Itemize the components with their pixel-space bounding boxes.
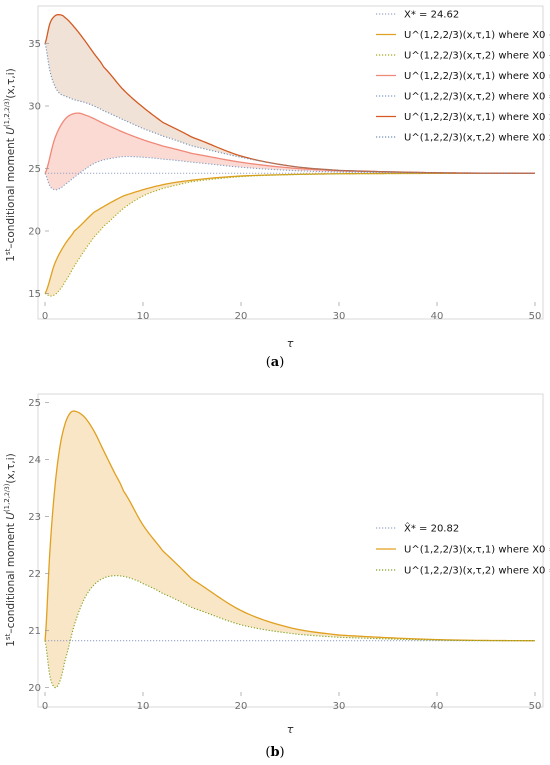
caption-b: (b) bbox=[265, 745, 284, 760]
b-y-tick-label-5: 25 bbox=[28, 398, 41, 409]
a-legend-label-1: U^(1,2,2/3)(x,τ,1) where X0 < X* bbox=[404, 30, 550, 41]
b-y-tick-label-0: 20 bbox=[28, 683, 41, 694]
a-band-fill-0 bbox=[45, 173, 535, 297]
b-x-tick-label-5: 50 bbox=[529, 701, 542, 712]
b-band-fill-0 bbox=[45, 411, 535, 688]
a-legend-label-3: U^(1,2,2/3)(x,τ,1) where X0 = X* bbox=[404, 71, 550, 82]
chart-panel-a: 0 10 20 30 40 50 15 20 25 30 35 X* = 24.62 U^(1,2,2… bbox=[3, 5, 550, 370]
a-y-tick-label-4: 35 bbox=[28, 39, 41, 50]
series-lines-b bbox=[44, 410, 536, 689]
b-y-tick-label-4: 24 bbox=[28, 455, 41, 466]
b-y-tick-label-3: 23 bbox=[28, 512, 41, 523]
axis-ticks-a: 0 10 20 30 40 50 15 20 25 30 35 bbox=[28, 39, 541, 322]
axis-ticks-b: 0 10 20 30 40 50 20 21 22 23 24 25 bbox=[28, 398, 541, 712]
a-legend-label-0: X* = 24.62 bbox=[404, 10, 459, 21]
series-lines-a bbox=[44, 14, 536, 297]
legend-b: X̂* = 20.82 U^(1,2,2/3)(x,τ,1) where X0 =… bbox=[376, 522, 550, 577]
a-x-tick-label-3: 30 bbox=[333, 311, 346, 322]
a-x-tick-label-1: 10 bbox=[137, 311, 150, 322]
a-x-tick-label-4: 40 bbox=[431, 311, 444, 322]
plot-frame-b bbox=[37, 393, 544, 708]
a-y-tick-label-1: 20 bbox=[28, 227, 41, 238]
a-x-tick-label-0: 0 bbox=[42, 311, 48, 322]
a-legend-label-6: U^(1,2,2/3)(x,τ,2) where X0 > X* bbox=[404, 133, 550, 144]
legend-a: X* = 24.62 U^(1,2,2/3)(x,τ,1) where X0 < … bbox=[376, 10, 550, 144]
plot-frame-a bbox=[37, 5, 544, 320]
b-series-line-1 bbox=[44, 410, 536, 642]
a-y-tick-label-3: 30 bbox=[28, 102, 41, 113]
a-y-tick-label-2: 25 bbox=[28, 164, 41, 175]
b-y-tick-label-1: 21 bbox=[28, 626, 41, 637]
x-axis-label-a: τ bbox=[287, 337, 294, 350]
a-y-tick-label-0: 15 bbox=[28, 289, 41, 300]
a-series-line-2 bbox=[44, 172, 535, 297]
b-x-tick-label-2: 20 bbox=[235, 701, 248, 712]
b-x-tick-label-4: 40 bbox=[431, 701, 444, 712]
b-series-line-2 bbox=[44, 575, 536, 689]
b-legend-label-0: X̂* = 20.82 bbox=[404, 522, 459, 535]
band-fills-a bbox=[45, 14, 535, 297]
b-x-tick-label-0: 0 bbox=[42, 701, 48, 712]
b-legend-label-2: U^(1,2,2/3)(x,τ,2) where X0 = X̂* bbox=[404, 564, 550, 577]
b-x-tick-label-1: 10 bbox=[137, 701, 150, 712]
a-legend-label-4: U^(1,2,2/3)(x,τ,2) where X0 = X* bbox=[404, 92, 550, 103]
band-fills-b bbox=[45, 411, 535, 688]
a-band-fill-1 bbox=[45, 113, 535, 190]
x-axis-label-b: τ bbox=[287, 723, 294, 736]
b-y-tick-label-2: 22 bbox=[28, 569, 41, 580]
y-axis-label-a: 1st–conditional moment U(1,2,2/3)(x,τ,i) bbox=[3, 68, 17, 262]
a-series-line-1 bbox=[44, 172, 535, 294]
a-band-fill-2 bbox=[45, 14, 535, 174]
caption-a: (a) bbox=[266, 355, 285, 370]
b-legend-label-1: U^(1,2,2/3)(x,τ,1) where X0 = X̂* bbox=[404, 543, 550, 556]
a-series-line-5 bbox=[44, 14, 536, 174]
a-x-tick-label-5: 50 bbox=[529, 311, 542, 322]
chart-panel-b: 0 10 20 30 40 50 20 21 22 23 24 25 X̂* = 20.82 U^(1,… bbox=[3, 393, 550, 760]
y-axis-label-b: 1st–conditional moment U(1,2,2/3)(x,τ,i) bbox=[3, 453, 17, 647]
a-legend-label-2: U^(1,2,2/3)(x,τ,2) where X0 < X* bbox=[404, 51, 550, 62]
a-legend-label-5: U^(1,2,2/3)(x,τ,1) where X0 > X* bbox=[404, 112, 550, 123]
b-x-tick-label-3: 30 bbox=[333, 701, 346, 712]
a-x-tick-label-2: 20 bbox=[235, 311, 248, 322]
